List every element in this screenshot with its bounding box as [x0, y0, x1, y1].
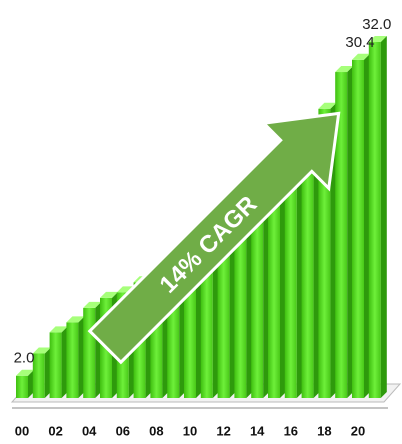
- bar-side: [330, 102, 337, 398]
- bar-front: [234, 213, 247, 398]
- bar-side: [364, 53, 370, 399]
- bar-front: [49, 332, 62, 398]
- x-tick-label: 14: [250, 423, 265, 438]
- bar-top: [32, 347, 51, 354]
- value-label: 30.4: [345, 34, 374, 51]
- value-label: 2.0: [14, 350, 35, 367]
- x-tick-label: 18: [317, 423, 331, 438]
- bar-side: [212, 232, 219, 398]
- bar-top: [352, 53, 370, 60]
- value-label: 32.0: [362, 16, 391, 33]
- bar-top: [66, 316, 85, 323]
- bar-front: [32, 353, 45, 398]
- x-tick-label: 10: [183, 423, 197, 438]
- bar-side: [347, 66, 354, 398]
- bar-top: [16, 369, 34, 376]
- bar-front: [251, 199, 264, 398]
- bar: [352, 53, 370, 399]
- x-tick-label: 20: [351, 423, 365, 438]
- bar-side: [263, 193, 270, 398]
- x-tick-label: 04: [82, 423, 97, 438]
- bar: [368, 36, 387, 398]
- bar-front: [301, 147, 314, 398]
- bar-front: [368, 42, 381, 398]
- bar-top: [83, 301, 102, 308]
- bar: [16, 369, 34, 398]
- bar-front: [335, 72, 348, 398]
- bar-front: [83, 307, 96, 398]
- bar-side: [313, 141, 320, 398]
- bar-front: [217, 226, 230, 398]
- bar-front: [284, 169, 297, 398]
- bar-side: [380, 36, 387, 398]
- x-tick-label: 12: [216, 423, 230, 438]
- bar: [66, 316, 85, 398]
- bar-front: [66, 322, 79, 398]
- bar-side: [246, 207, 253, 398]
- bar-side: [280, 180, 286, 398]
- x-tick-label: 16: [284, 423, 298, 438]
- bar-side: [44, 347, 51, 398]
- bar: [49, 326, 68, 398]
- bar-top: [335, 66, 354, 73]
- bar: [251, 193, 270, 398]
- bar-side: [61, 326, 68, 398]
- bar: [301, 141, 320, 398]
- bar: [284, 163, 303, 398]
- x-tick-label: 06: [116, 423, 130, 438]
- bar-top: [100, 291, 118, 298]
- bar-side: [296, 163, 303, 398]
- bar-side: [78, 316, 85, 398]
- bar-side: [28, 369, 34, 398]
- x-tick-label: 02: [48, 423, 62, 438]
- bar-top: [368, 36, 387, 42]
- bar-top: [318, 102, 337, 109]
- bar-front: [352, 59, 364, 399]
- bar-front: [268, 186, 280, 398]
- x-tick-label: 08: [149, 423, 163, 438]
- bar-top: [49, 326, 68, 333]
- bar: [32, 347, 51, 398]
- bar-side: [229, 220, 236, 398]
- bar: [83, 301, 102, 398]
- bar: [335, 66, 354, 398]
- bar-front: [16, 375, 28, 398]
- x-tick-label: 00: [15, 423, 29, 438]
